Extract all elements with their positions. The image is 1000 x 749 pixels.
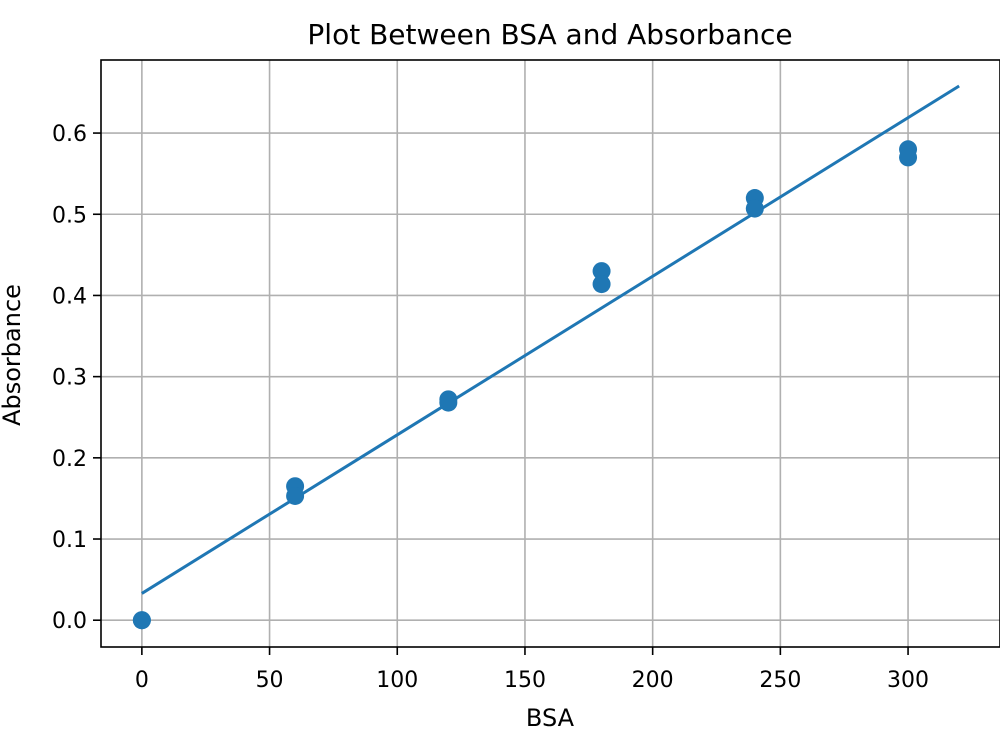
y-axis-label: Absorbance [0, 284, 26, 426]
data-points [132, 140, 918, 630]
x-tick-label: 250 [759, 668, 801, 693]
y-axis-ticks: 0.0 0.1 0.2 0.3 0.4 0.5 0.6 [52, 122, 101, 634]
data-point [592, 275, 611, 294]
data-point [132, 611, 151, 630]
x-tick-label: 200 [632, 668, 674, 693]
x-tick-label: 100 [376, 668, 418, 693]
y-tick-label: 0.2 [52, 447, 87, 472]
x-tick-label: 50 [256, 668, 284, 693]
y-tick-label: 0.5 [52, 203, 87, 228]
x-tick-label: 300 [887, 668, 929, 693]
x-axis-label: BSA [526, 704, 575, 732]
x-tick-label: 150 [504, 668, 546, 693]
fit-line-layer [141, 84, 960, 595]
y-tick-label: 0.1 [52, 528, 87, 553]
data-point [745, 199, 764, 218]
plot-frame [100, 59, 1000, 648]
data-point [899, 148, 918, 167]
data-point [439, 393, 458, 412]
y-tick-label: 0.4 [52, 284, 87, 309]
data-point [592, 262, 611, 281]
y-tick-label: 0.0 [52, 609, 87, 634]
y-tick-label: 0.6 [52, 122, 87, 147]
fit-line [141, 84, 960, 595]
y-tick-label: 0.3 [52, 366, 87, 391]
x-axis-ticks: 0 50 100 150 200 250 300 [135, 647, 929, 693]
chart-title: Plot Between BSA and Absorbance [307, 18, 792, 51]
data-point [286, 486, 305, 505]
grid-lines [101, 60, 1000, 647]
x-tick-label: 0 [135, 668, 149, 693]
